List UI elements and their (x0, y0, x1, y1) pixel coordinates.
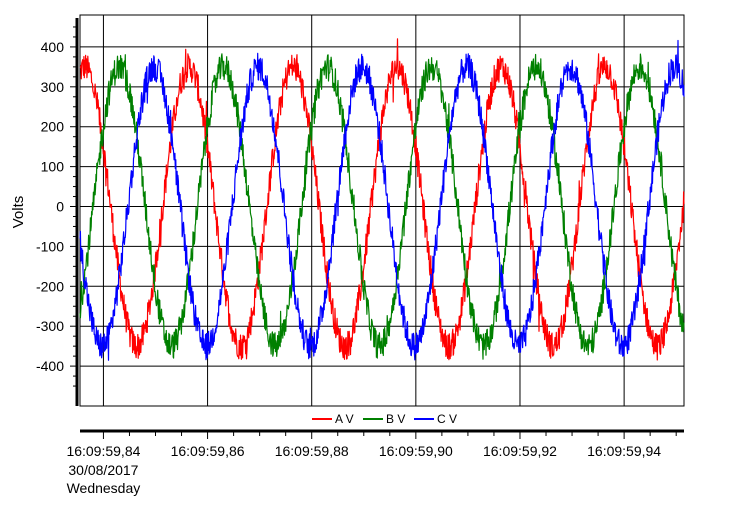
x-tick-sublabel: Wednesday (67, 480, 141, 496)
y-tick-label: -400 (36, 358, 64, 374)
legend-item-a-v[interactable]: A V (312, 412, 354, 426)
y-axis-title: Volts (10, 196, 27, 229)
series-line-a-v (79, 38, 685, 361)
x-tick-label: 16:09:59,88 (275, 443, 349, 459)
legend-label: C V (437, 412, 457, 426)
y-tick-label: 0 (56, 199, 64, 215)
y-tick-label: -100 (36, 238, 64, 254)
x-tick-label: 16:09:59,90 (379, 443, 453, 459)
x-tick-label: 16:09:59,86 (171, 443, 245, 459)
y-tick-label: 400 (41, 39, 65, 55)
axes: 400 300 200 100 0 -100 -200 -300 -400 16:09:59,84… (36, 18, 684, 496)
x-tick-sublabel: 30/08/2017 (68, 462, 138, 478)
y-tick-label: 200 (41, 119, 65, 135)
legend-item-c-v[interactable]: C V (414, 412, 457, 426)
y-tick-label: -200 (36, 278, 64, 294)
x-tick-label: 16:09:59,84 (66, 443, 140, 459)
series-line-b-v (79, 53, 685, 360)
y-tick-label: 300 (41, 79, 65, 95)
legend-label: A V (335, 412, 354, 426)
series-line-c-v (79, 39, 685, 361)
y-tick-label: 100 (41, 159, 65, 175)
y-tick-label: -300 (36, 318, 64, 334)
x-tick-label: 16:09:59,92 (483, 443, 557, 459)
x-tick-label: 16:09:59,94 (587, 443, 661, 459)
legend-label: B V (386, 412, 405, 426)
series-layer (79, 38, 685, 361)
legend-item-b-v[interactable]: B V (363, 412, 405, 426)
